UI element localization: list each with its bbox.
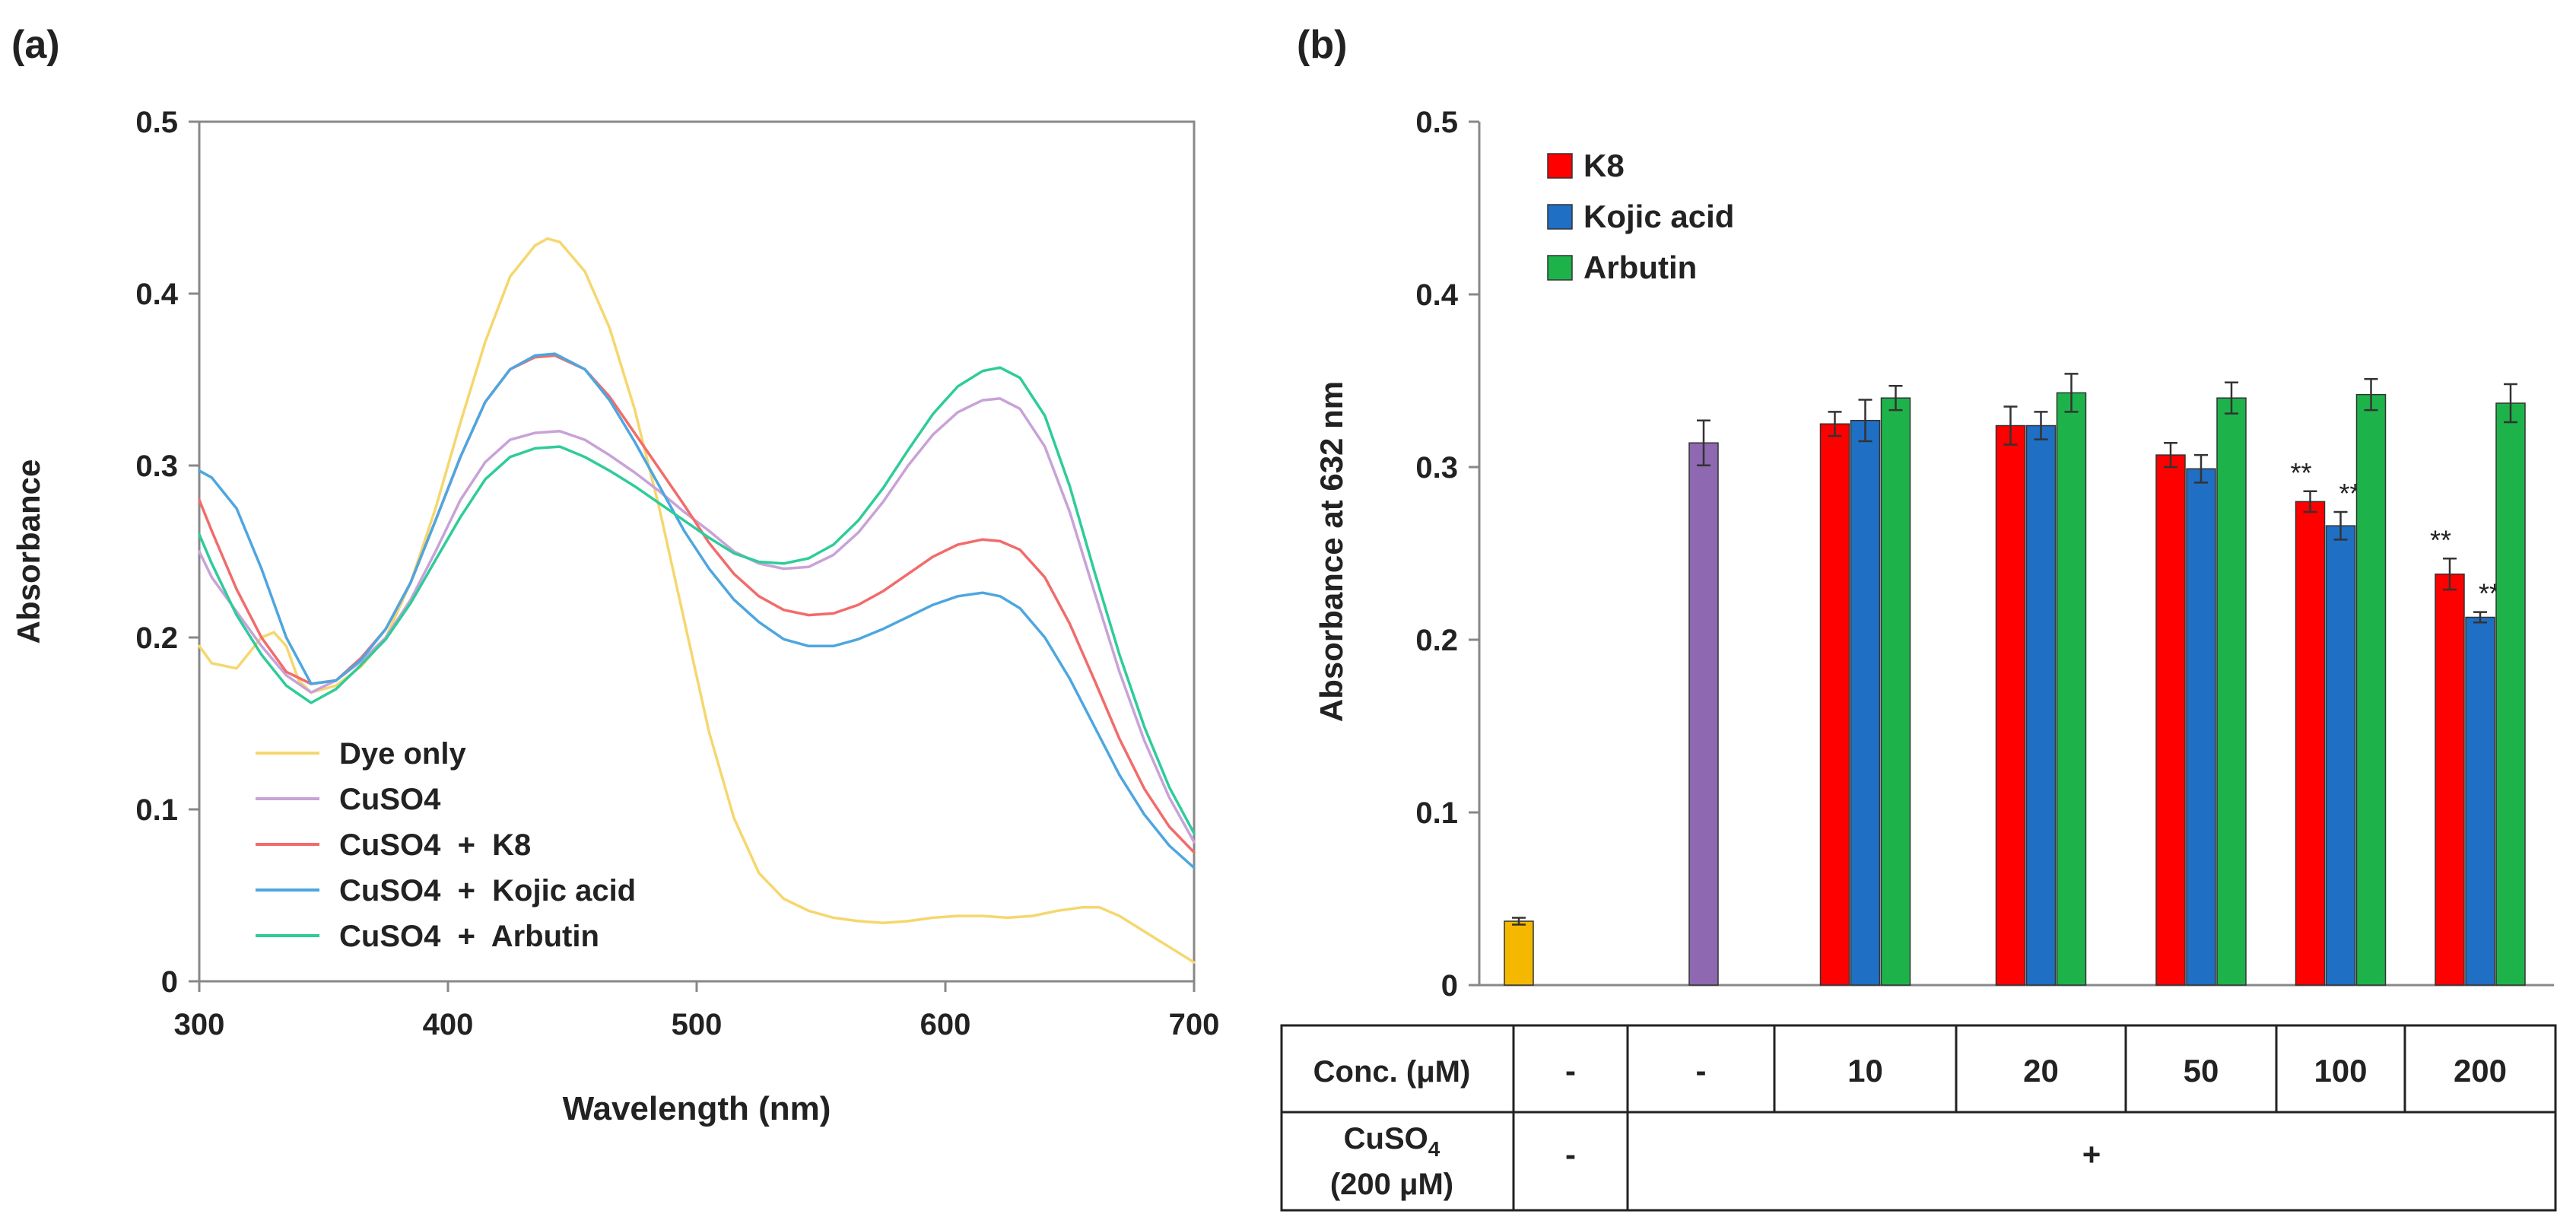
table-cuso4-header-sub: 4 [1428,1137,1440,1161]
legend-label: Dye only [339,737,466,771]
y-tick-label: 0.1 [135,793,178,827]
significance-mark: ** [2290,457,2311,488]
y-tick-label: 0.4 [135,278,178,311]
panel-b-label: (b) [1297,23,1347,67]
legend-label: CuSO4 + K8 [339,828,531,862]
y-tick-label: 0.2 [135,621,178,655]
bar [2186,468,2216,986]
series-line [198,352,1196,869]
bar [1504,920,1534,986]
bar [2435,573,2465,986]
chart-a-series-lines [198,237,1196,964]
table-cuso4-header: CuSO4 [1344,1122,1440,1161]
table-cell: 10 [1847,1053,1883,1089]
chart-b-y-axis: 0 0.1 0.2 0.3 0.4 0.5 [1415,106,1479,1003]
bar [1850,419,1881,986]
bar [1995,424,2026,986]
legend-label: K8 [1583,148,1625,183]
series-line [198,397,1196,844]
chart-a-x-axis-title: Wavelength (nm) [563,1090,831,1127]
table-cell: - [1696,1053,1707,1089]
chart-b-y-axis-title: Absorbance at 632 nm [1313,381,1349,722]
x-tick-label: 400 [423,1008,474,1041]
bar [2295,501,2326,986]
series-line [198,237,1196,964]
legend-swatch [1547,255,1573,281]
legend-swatch [1547,204,1573,230]
legend-label: Arbutin [1583,250,1697,285]
bar [1880,397,1911,986]
bar [2025,424,2057,986]
series-line [198,366,1196,835]
y-tick-label: 0.5 [135,106,178,139]
y-tick-label: 0 [1441,969,1458,1003]
table-cell: - [1565,1136,1576,1172]
legend-label: CuSO4 + Kojic acid [339,874,636,908]
chart-b-condition-table: Conc. (μM) CuSO4 (200 μM) - - 10 20 50 100 200… [1280,1024,2557,1212]
significance-mark: ** [2430,524,2451,555]
panel-a-label: (a) [11,23,60,67]
chart-a-legend: Dye only CuSO4 CuSO4 + K8 CuSO4 + Kojic aci… [256,737,636,953]
legend-label: CuSO4 + Arbutin [339,920,599,953]
bar [2155,454,2186,986]
x-tick-label: 300 [174,1008,225,1041]
table-cell: 20 [2023,1053,2059,1089]
legend-swatch [1547,153,1573,179]
y-tick-label: 0.3 [1415,451,1458,485]
table-cell: - [1565,1053,1576,1089]
y-tick-label: 0.3 [135,450,178,483]
table-border [1280,1024,2557,1212]
table-cell: 50 [2184,1053,2219,1089]
table-cell: 200 [2454,1053,2507,1089]
y-tick-label: 0.4 [1415,278,1458,312]
table-values: - - 10 20 50 100 200 - + [1565,1053,2507,1172]
table-cell: 100 [2314,1053,2367,1089]
bar [1819,423,1850,986]
y-tick-label: 0.1 [1415,796,1458,830]
y-tick-label: 0.2 [1415,624,1458,657]
x-tick-label: 700 [1169,1008,1220,1041]
table-conc-header: Conc. (μM) [1313,1055,1471,1089]
x-tick-label: 500 [672,1008,723,1041]
bar [2495,402,2526,986]
chart-b-legend: K8 Kojic acid Arbutin [1547,148,1734,285]
bar [2325,525,2356,986]
bar [2355,393,2387,986]
bar [2465,616,2495,986]
chart-a-y-axis: 0 0.1 0.2 0.3 0.4 0.5 [135,106,199,999]
chart-a-spectra: 0 0.1 0.2 0.3 0.4 0.5 300 400 500 600 700 Dye onl… [11,106,1219,1127]
table-column-dividers [1512,1025,2406,1210]
bar [2056,392,2087,986]
chart-a-y-axis-title: Absorbance [11,459,46,644]
chart-a-x-axis: 300 400 500 600 700 [174,981,1220,1041]
legend-label: Kojic acid [1583,199,1734,234]
chart-b-bar-group: ******** [1504,373,2526,986]
table-cuso4-header-line2: (200 μM) [1330,1168,1453,1201]
y-tick-label: 0.5 [1415,106,1458,139]
legend-label: CuSO4 [339,783,441,816]
table-cell: + [2082,1136,2101,1172]
x-tick-label: 600 [920,1008,971,1041]
bar [1688,442,1719,986]
series-line [198,354,1196,854]
table-cuso4-header-main: CuSO [1344,1122,1428,1155]
bar [2216,397,2247,986]
y-tick-label: 0 [161,965,178,999]
